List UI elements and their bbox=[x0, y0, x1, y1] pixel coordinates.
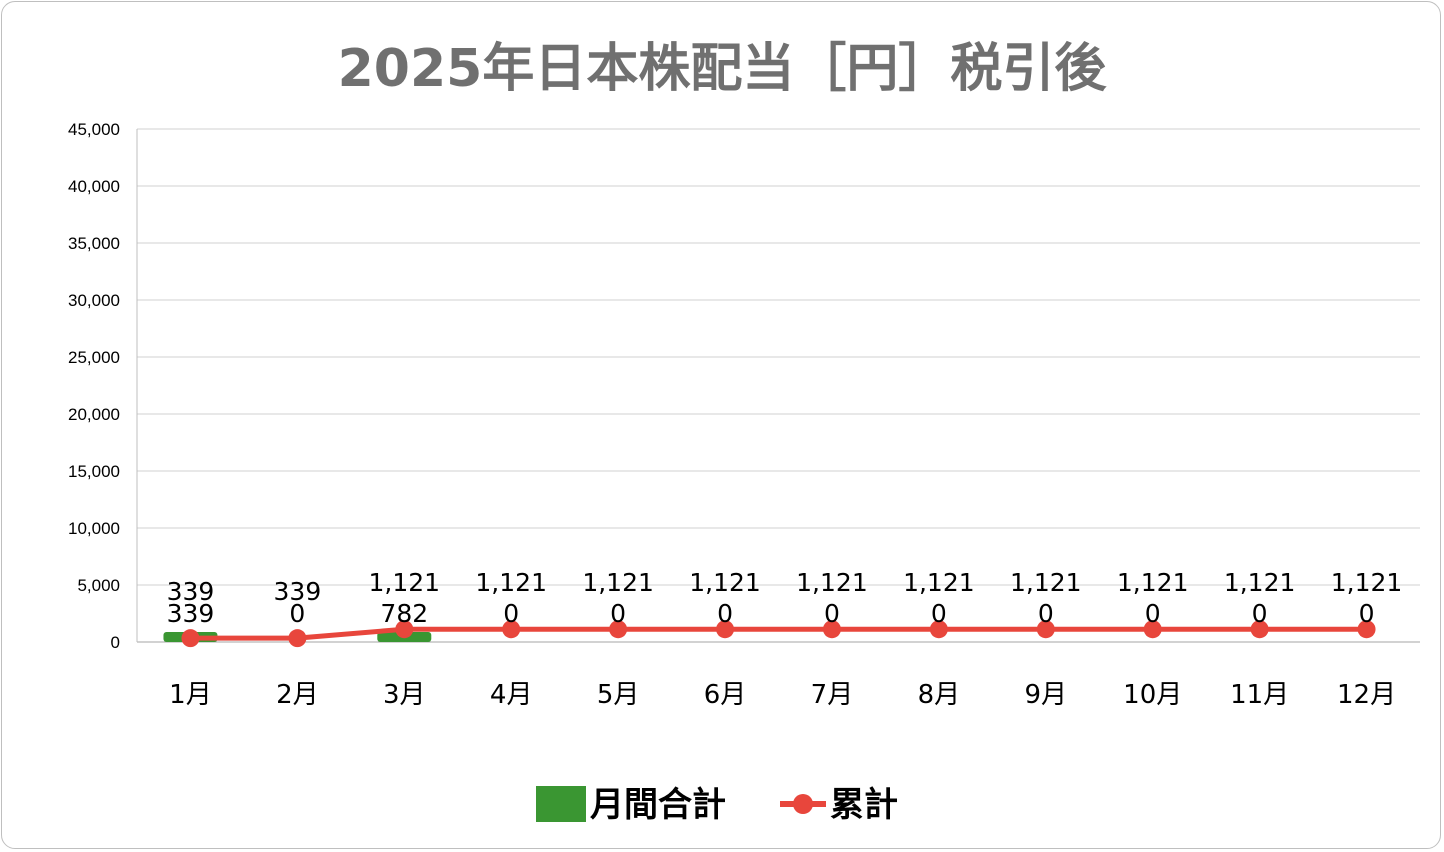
y-tick-label: 25,000 bbox=[68, 348, 120, 367]
line-marker bbox=[1250, 620, 1269, 639]
x-category-label: 2月 bbox=[276, 680, 319, 710]
y-tick-label: 40,000 bbox=[68, 177, 120, 196]
x-category-label: 12月 bbox=[1337, 680, 1396, 710]
line-marker bbox=[609, 620, 628, 639]
bar-data-label: 339 bbox=[167, 599, 215, 628]
line-data-label: 339 bbox=[167, 577, 215, 606]
y-tick-label: 20,000 bbox=[68, 405, 120, 424]
line-data-label: 1,121 bbox=[689, 568, 761, 597]
y-tick-label: 45,000 bbox=[68, 120, 120, 139]
chart-title: 2025年日本株配当［円］税引後 bbox=[338, 39, 1108, 99]
legend-bar-label: 月間合計 bbox=[590, 785, 726, 825]
line-series bbox=[181, 620, 1376, 648]
gridlines bbox=[136, 128, 1420, 643]
x-category-label: 6月 bbox=[704, 680, 747, 710]
bar-data-label: 0 bbox=[1252, 599, 1268, 628]
legend-line-label: 累計 bbox=[830, 785, 898, 825]
x-category-label: 4月 bbox=[490, 680, 533, 710]
data-labels: 339 339 1,121 1,121 1,121 1,121 1,121 1,121 1,12… bbox=[167, 568, 1403, 628]
x-category-label: 1月 bbox=[169, 680, 212, 710]
line-data-label: 1,121 bbox=[582, 568, 654, 597]
cumulative-line bbox=[190, 626, 1367, 641]
bar-data-label: 0 bbox=[1145, 599, 1161, 628]
y-tick-label: 15,000 bbox=[68, 462, 120, 481]
line-marker bbox=[395, 620, 414, 639]
bar-data-label: 0 bbox=[1359, 599, 1375, 628]
bar-data-label: 782 bbox=[380, 599, 428, 628]
bar-data-label: 0 bbox=[824, 599, 840, 628]
line-marker bbox=[929, 620, 948, 639]
y-tick-label: 10,000 bbox=[68, 519, 120, 538]
line-data-label: 1,121 bbox=[1331, 568, 1403, 597]
line-marker bbox=[1036, 620, 1055, 639]
line-marker bbox=[181, 629, 200, 648]
legend-bar-swatch bbox=[536, 786, 586, 822]
line-marker bbox=[288, 629, 307, 648]
x-category-label: 3月 bbox=[383, 680, 426, 710]
line-marker bbox=[1143, 620, 1162, 639]
bar-data-label: 0 bbox=[1038, 599, 1054, 628]
x-category-label: 10月 bbox=[1123, 680, 1182, 710]
bar-data-label: 0 bbox=[503, 599, 519, 628]
x-category-label: 9月 bbox=[1025, 680, 1068, 710]
line-marker bbox=[1357, 620, 1376, 639]
x-category-label: 8月 bbox=[918, 680, 961, 710]
line-marker bbox=[502, 620, 521, 639]
y-axis-ticks: 0 5,000 10,000 15,000 20,000 25,000 30,000 35,0… bbox=[68, 120, 120, 652]
bar-data-label: 0 bbox=[289, 599, 305, 628]
bar-data-label: 0 bbox=[931, 599, 947, 628]
line-data-label: 1,121 bbox=[1010, 568, 1082, 597]
y-tick-label: 5,000 bbox=[77, 576, 120, 595]
line-data-label: 339 bbox=[274, 577, 322, 606]
y-tick-label: 30,000 bbox=[68, 291, 120, 310]
line-data-label: 1,121 bbox=[369, 568, 441, 597]
bar-data-label: 0 bbox=[610, 599, 626, 628]
line-marker bbox=[822, 620, 841, 639]
line-data-label: 1,121 bbox=[475, 568, 547, 597]
y-tick-label: 35,000 bbox=[68, 234, 120, 253]
legend-line-marker bbox=[793, 794, 813, 814]
legend: 月間合計 累計 bbox=[536, 785, 898, 825]
x-axis-categories: 1月 2月 3月 4月 5月 6月 7月 8月 9月 10月 11月 12月 bbox=[169, 680, 1396, 710]
bar-data-label: 0 bbox=[717, 599, 733, 628]
line-data-label: 1,121 bbox=[903, 568, 975, 597]
line-data-label: 1,121 bbox=[796, 568, 868, 597]
x-category-label: 7月 bbox=[811, 680, 854, 710]
y-tick-label: 0 bbox=[111, 633, 120, 652]
x-category-label: 11月 bbox=[1230, 680, 1289, 710]
line-marker bbox=[716, 620, 735, 639]
line-data-label: 1,121 bbox=[1117, 568, 1189, 597]
line-data-label: 1,121 bbox=[1224, 568, 1296, 597]
x-category-label: 5月 bbox=[597, 680, 640, 710]
